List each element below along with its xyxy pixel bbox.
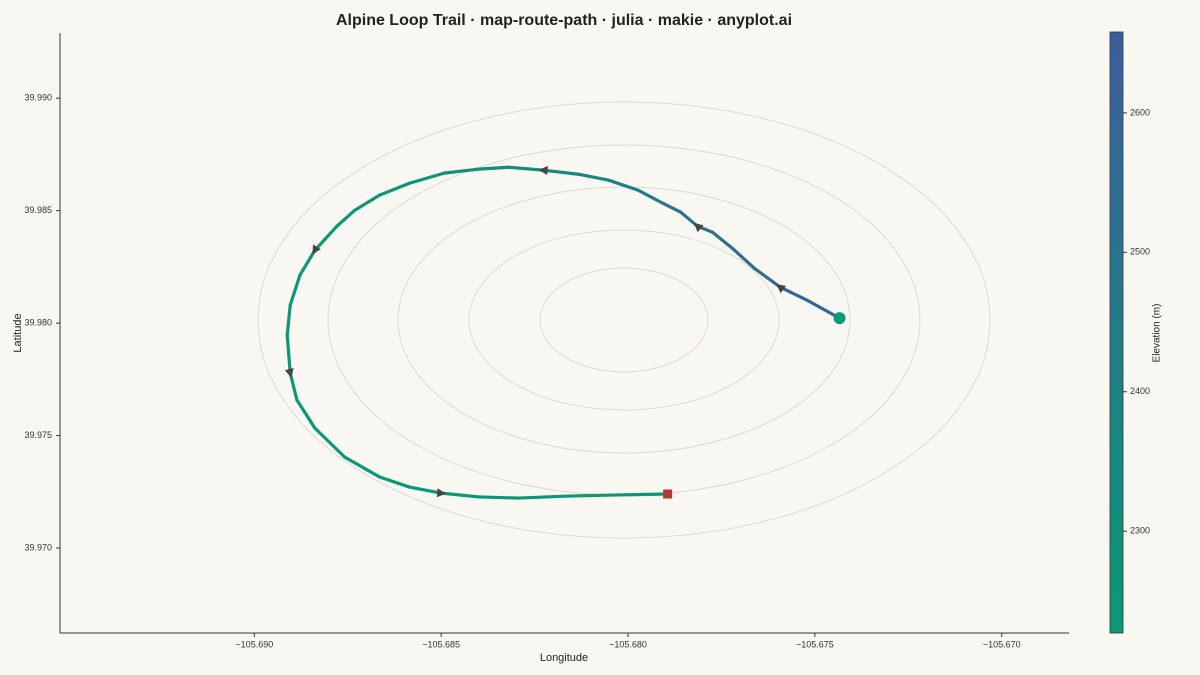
route-segment [636, 188, 665, 205]
route-segment [661, 201, 683, 214]
route-segment [313, 224, 339, 252]
route-segment [377, 475, 412, 489]
route-segment [752, 266, 782, 289]
start-marker [833, 312, 846, 325]
colorbar [1109, 31, 1124, 634]
direction-arrow [693, 222, 704, 233]
direction-arrow [776, 284, 787, 294]
route-segment [313, 426, 347, 459]
route-segment [710, 230, 734, 250]
colorbar-label: Elevation (m) [1152, 304, 1163, 363]
route-segment [285, 333, 292, 375]
route-segment [730, 246, 756, 270]
route-segment [335, 208, 357, 228]
chart-title: Alpine Loop Trail · map-route-path · jul… [336, 12, 792, 29]
contour [539, 267, 709, 373]
route-segment [439, 491, 481, 499]
contour [257, 101, 991, 539]
route-segment [407, 485, 443, 495]
y-tick-label: 39.975 [24, 430, 52, 440]
route-segment [606, 178, 640, 192]
colorbar-tick-label: 2400 [1130, 386, 1150, 396]
route-segment [295, 398, 317, 430]
route-segment [507, 165, 546, 172]
route-segment [805, 298, 842, 320]
route-segment [288, 273, 302, 307]
y-tick-label: 39.970 [24, 542, 52, 552]
y-tick-label: 39.985 [24, 205, 52, 215]
x-tick-label: −105.680 [609, 639, 647, 649]
x-tick-label: −105.685 [422, 639, 460, 649]
route-segment [541, 168, 580, 176]
route-segment [576, 172, 610, 182]
route-segment [475, 165, 511, 171]
route-segment [353, 193, 382, 212]
route-segment [343, 455, 382, 479]
y-axis-label: Latitude [12, 313, 24, 352]
colorbar-tick-label: 2300 [1130, 526, 1150, 536]
direction-arrow [312, 244, 321, 255]
colorbar-tick-label: 2600 [1130, 107, 1150, 117]
direction-arrow [538, 166, 548, 176]
x-axis-label: Longitude [540, 652, 588, 664]
route-segment [442, 167, 479, 175]
end-marker [663, 489, 673, 499]
direction-arrow [436, 488, 447, 498]
direction-arrow [284, 368, 294, 378]
route-segment [377, 181, 412, 197]
route-segment [477, 495, 521, 500]
route-segment [516, 494, 570, 500]
route-segment [566, 493, 620, 498]
route-segment [407, 171, 446, 185]
colorbar-tick-label: 2500 [1130, 247, 1150, 257]
x-tick-label: −105.690 [235, 639, 273, 649]
y-tick-label: 39.990 [24, 93, 52, 103]
route-segment [778, 285, 809, 302]
y-tick-label: 39.980 [24, 317, 52, 327]
route-segment [285, 303, 292, 337]
contour [468, 229, 780, 411]
route-segment [616, 492, 670, 497]
x-tick-label: −105.675 [796, 639, 834, 649]
x-tick-label: −105.670 [983, 639, 1021, 649]
